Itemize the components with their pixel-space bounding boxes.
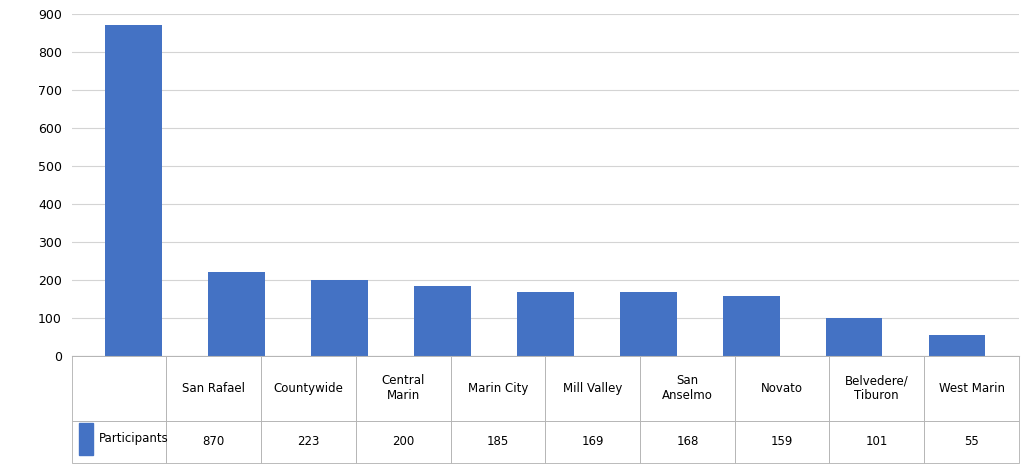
Text: Participants: Participants xyxy=(99,432,169,445)
Bar xyxy=(723,296,779,356)
Bar xyxy=(620,292,677,356)
Bar xyxy=(105,25,162,356)
Bar xyxy=(79,423,93,455)
Bar xyxy=(208,271,265,356)
Bar xyxy=(517,292,573,356)
Bar xyxy=(825,318,883,356)
Bar xyxy=(414,286,471,356)
Bar xyxy=(929,336,985,356)
Bar xyxy=(311,280,368,356)
